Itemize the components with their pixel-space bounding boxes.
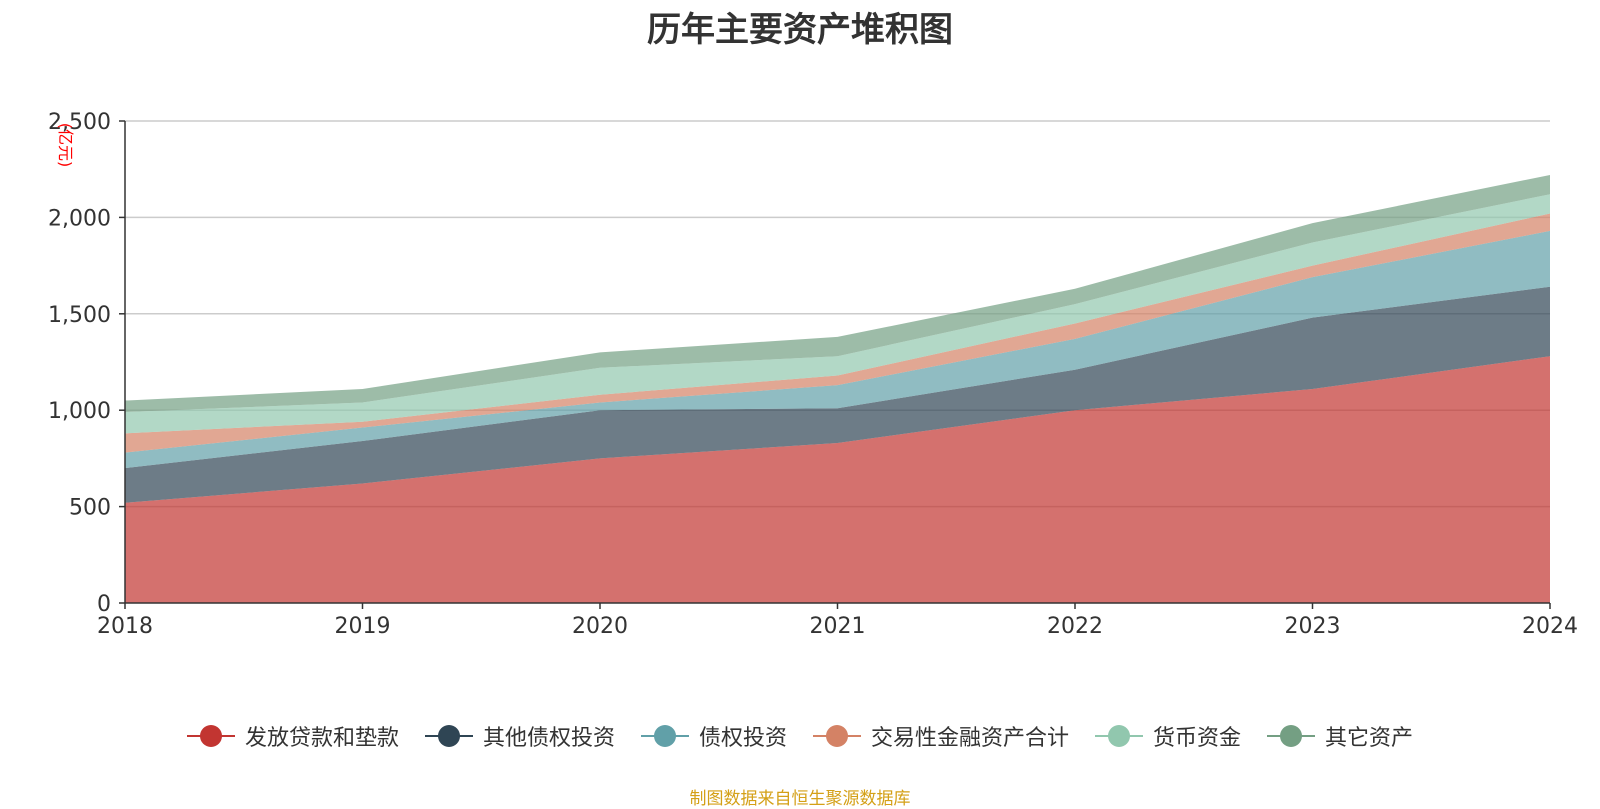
y-tick-label: 2,000 (48, 206, 111, 231)
legend-item[interactable]: 交易性金融资产合计 (813, 720, 1069, 752)
x-tick-label: 2023 (1285, 614, 1341, 639)
legend-item[interactable]: 货币资金 (1095, 720, 1241, 752)
area-其他债权投资 (125, 286, 1550, 503)
legend-marker (424, 723, 473, 749)
legend-marker (186, 723, 235, 749)
x-tick-label: 2020 (572, 614, 628, 639)
x-tick-label: 2022 (1047, 614, 1103, 639)
area-债权投资 (125, 230, 1550, 469)
y-tick-label: 1,000 (48, 399, 111, 424)
legend-marker (1267, 723, 1316, 749)
axes: 0 500 1,000 1,500 2,000 2,500 2018 2019 2020 2021… (48, 110, 1578, 639)
legend-marker (813, 723, 861, 749)
legend-label: 货币资金 (1153, 726, 1242, 751)
legend-label: 发放贷款和垫款 (244, 726, 399, 751)
legend-label: 其他债权投资 (482, 726, 615, 751)
x-tick-label: 2021 (810, 614, 866, 639)
legend: 发放贷款和垫款 其他债权投资 债权投资 交易性金融资产合计 货币资金 其它资产 (0, 720, 1600, 752)
x-tick-label: 2019 (335, 614, 391, 639)
x-tick-label: 2018 (97, 614, 153, 639)
legend-marker (1095, 723, 1144, 749)
y-tick-label: 1,500 (48, 303, 111, 328)
legend-label: 交易性金融资产合计 (871, 726, 1070, 751)
chart-title: 历年主要资产堆积图 (647, 10, 953, 50)
legend-item[interactable]: 其它资产 (1267, 720, 1413, 752)
legend-item[interactable]: 其他债权投资 (424, 720, 615, 752)
legend-label: 其它资产 (1325, 726, 1414, 751)
legend-marker (640, 723, 689, 749)
legend-item[interactable]: 债权投资 (640, 720, 787, 752)
x-tick-label: 2024 (1522, 614, 1578, 639)
y-tick-label: 0 (97, 592, 111, 617)
area-交易性金融资产合计 (125, 213, 1550, 453)
area-发放贷款和垫款 (125, 356, 1550, 603)
area-货币资金 (125, 194, 1550, 434)
data-source-note: 制图数据来自恒生聚源数据库 (689, 789, 911, 809)
y-axis-label: (亿元) (56, 123, 75, 168)
legend-item[interactable]: 发放贷款和垫款 (186, 720, 399, 752)
y-tick-label: 500 (69, 496, 111, 521)
legend-label: 债权投资 (698, 726, 787, 751)
stacked-areas (125, 174, 1550, 603)
y-tick-label: 2,500 (48, 110, 111, 135)
